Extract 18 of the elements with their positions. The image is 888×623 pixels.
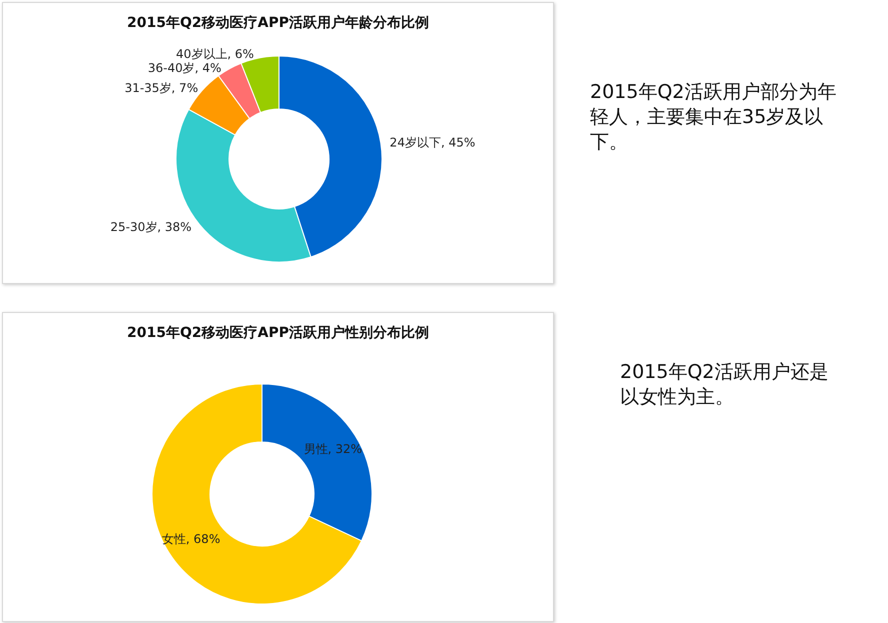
slice-label: 36-40岁 bbox=[148, 60, 195, 75]
data-label: , 6% bbox=[227, 46, 254, 61]
data-label: , 38% bbox=[157, 220, 192, 234]
chart-title: 2015年Q2移动医疗APP活跃用户性别分布比例 bbox=[127, 324, 429, 341]
data-label: , 7% bbox=[171, 81, 198, 96]
data-label: , 4% bbox=[194, 60, 222, 75]
data-label: , 45% bbox=[440, 135, 476, 150]
data-label: , 68% bbox=[186, 532, 220, 546]
text: 2015年Q2活跃用户部分为年轻人，主要集中在35岁及以下。 bbox=[590, 80, 838, 155]
slice-label: 24岁以下 bbox=[390, 135, 441, 150]
slice-label: 女性 bbox=[162, 532, 186, 546]
data-label: , 32% bbox=[328, 442, 362, 456]
slice-label: 40岁以上 bbox=[176, 46, 228, 61]
slice-label: 男性 bbox=[304, 442, 328, 456]
slice-label: 31-35岁 bbox=[124, 81, 172, 96]
slice-label: 25-30岁 bbox=[110, 220, 158, 234]
chart-title: 2015年Q2移动医疗APP活跃用户年龄分布比例 bbox=[127, 14, 429, 31]
text: 2015年Q2活跃用户还是以女性为主。 bbox=[620, 360, 830, 410]
